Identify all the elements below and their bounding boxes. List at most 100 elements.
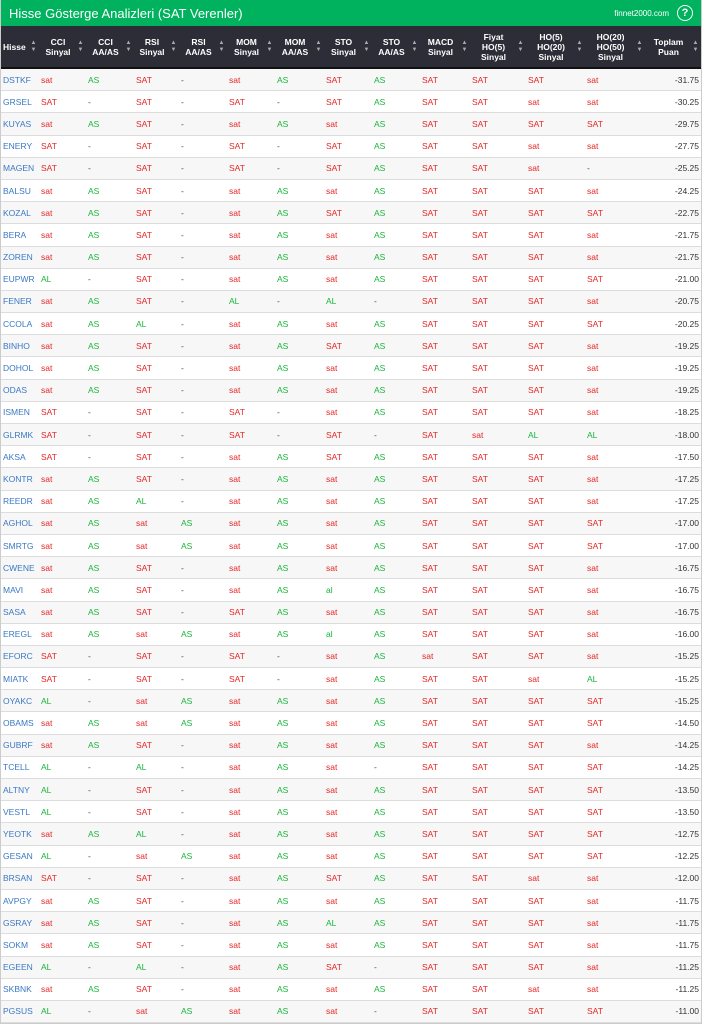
ticker-link[interactable]: KOZAL [1, 201, 39, 225]
sort-icon[interactable]: ▲ ▼ [411, 40, 418, 54]
ticker-link[interactable]: FENER [1, 290, 39, 314]
table-row[interactable]: ODAS sat AS SAT - sat AS sat AS SAT SAT SAT sat -19.2… [1, 379, 701, 402]
ticker-link[interactable]: AVPGY [1, 889, 39, 913]
sort-icon[interactable]: ▲ ▼ [692, 40, 699, 54]
table-row[interactable]: EFORC SAT - SAT - SAT - sat AS sat SAT SAT sat -15.25 [1, 645, 701, 669]
sort-icon[interactable]: ▲ ▼ [517, 40, 524, 54]
ticker-link[interactable]: BINHO [1, 334, 39, 358]
table-row[interactable]: VESTL AL - SAT - sat AS sat AS SAT SAT SAT SAT -13.50 [1, 800, 701, 824]
ticker-link[interactable]: GLRMK [1, 423, 39, 447]
sort-up-icon[interactable]: ▲ [125, 39, 132, 46]
sort-down-icon[interactable]: ▼ [363, 46, 370, 53]
ticker-link[interactable]: GSRAY [1, 911, 39, 935]
ticker-link[interactable]: SASA [1, 601, 39, 624]
ticker-link[interactable]: MAGEN [1, 157, 39, 180]
column-header-rsi-sinyal[interactable]: RSI Sinyal ▲ ▼ [134, 26, 179, 69]
ticker-link[interactable]: CWENE [1, 556, 39, 580]
sort-icon[interactable]: ▲ ▼ [77, 40, 84, 54]
table-row[interactable]: BINHO sat AS SAT - sat AS SAT AS SAT SAT SAT sat -19.… [1, 334, 701, 358]
sort-down-icon[interactable]: ▼ [77, 46, 84, 53]
ticker-link[interactable]: EREGL [1, 623, 39, 646]
ticker-link[interactable]: SKBNK [1, 978, 39, 1001]
sort-down-icon[interactable]: ▼ [30, 46, 37, 53]
sort-down-icon[interactable]: ▼ [461, 46, 468, 53]
sort-down-icon[interactable]: ▼ [636, 46, 643, 53]
ticker-link[interactable]: REEDR [1, 490, 39, 513]
table-row[interactable]: CWENE sat AS SAT - sat AS sat AS SAT SAT SAT sat -16.… [1, 556, 701, 580]
ticker-link[interactable]: CCOLA [1, 312, 39, 336]
sort-icon[interactable]: ▲ ▼ [576, 40, 583, 54]
sort-up-icon[interactable]: ▲ [363, 39, 370, 46]
sort-up-icon[interactable]: ▲ [461, 39, 468, 46]
table-row[interactable]: ZOREN sat AS SAT - sat AS sat AS SAT SAT SAT sat -21.… [1, 246, 701, 269]
table-row[interactable]: EGEEN AL - AL - sat AS SAT - SAT SAT SAT sat -11.25 [1, 956, 701, 979]
sort-down-icon[interactable]: ▼ [576, 46, 583, 53]
ticker-link[interactable]: EFORC [1, 645, 39, 669]
table-row[interactable]: OBAMS sat AS sat AS sat AS sat AS SAT SAT SAT SAT -14… [1, 711, 701, 735]
table-row[interactable]: SMRTG sat AS sat AS sat AS sat AS SAT SAT SAT SAT -17… [1, 534, 701, 558]
ticker-link[interactable]: SOKM [1, 933, 39, 957]
sort-up-icon[interactable]: ▲ [266, 39, 273, 46]
column-header-cci-aa-as[interactable]: CCI AA/AS ▲ ▼ [86, 26, 134, 69]
ticker-link[interactable]: BERA [1, 223, 39, 247]
column-header-fiyat-ho5-sinyal[interactable]: Fiyat HO(5) Sinyal ▲ ▼ [470, 26, 526, 69]
table-row[interactable]: AKSA SAT - SAT - sat AS SAT AS SAT SAT SAT sat -17.50 [1, 445, 701, 469]
sort-icon[interactable]: ▲ ▼ [636, 40, 643, 54]
sort-icon[interactable]: ▲ ▼ [461, 40, 468, 54]
table-row[interactable]: ALTNY AL - SAT - sat AS sat AS SAT SAT SAT SAT -13.50 [1, 778, 701, 802]
table-row[interactable]: GUBRF sat AS SAT - sat AS sat AS SAT SAT SAT sat -14.… [1, 734, 701, 757]
ticker-link[interactable]: GESAN [1, 845, 39, 868]
table-row[interactable]: GESAN AL - sat AS sat AS sat AS SAT SAT SAT SAT -12.2… [1, 845, 701, 868]
ticker-link[interactable]: OYAKC [1, 689, 39, 713]
ticker-link[interactable]: MIATK [1, 667, 39, 691]
table-row[interactable]: CCOLA sat AS AL - sat AS sat AS SAT SAT SAT SAT -20.2… [1, 312, 701, 336]
table-row[interactable]: REEDR sat AS AL - sat AS sat AS SAT SAT SAT sat -17.2… [1, 490, 701, 513]
ticker-link[interactable]: PGSUS [1, 1000, 39, 1024]
sort-up-icon[interactable]: ▲ [77, 39, 84, 46]
sort-down-icon[interactable]: ▼ [266, 46, 273, 53]
column-header-cci-sinyal[interactable]: CCI Sinyal ▲ ▼ [39, 26, 86, 69]
ticker-link[interactable]: GRSEL [1, 90, 39, 114]
ticker-link[interactable]: GUBRF [1, 734, 39, 757]
ticker-link[interactable]: AKSA [1, 445, 39, 469]
table-row[interactable]: OYAKC AL - sat AS sat AS sat AS SAT SAT SAT SAT -15.2… [1, 689, 701, 713]
table-row[interactable]: MIATK SAT - SAT - SAT - sat AS SAT SAT sat AL -15.25 [1, 667, 701, 691]
help-icon[interactable]: ? [677, 5, 693, 21]
table-row[interactable]: TCELL AL - AL - sat AS sat - SAT SAT SAT SAT -14.25 [1, 756, 701, 780]
sort-up-icon[interactable]: ▲ [636, 39, 643, 46]
table-row[interactable]: MAGEN SAT - SAT - SAT - SAT AS SAT SAT sat - -25.25 [1, 157, 701, 180]
sort-icon[interactable]: ▲ ▼ [218, 40, 225, 54]
ticker-link[interactable]: TCELL [1, 756, 39, 780]
table-row[interactable]: EREGL sat AS sat AS sat AS al AS SAT SAT SAT sat -16.… [1, 623, 701, 646]
ticker-link[interactable]: ZOREN [1, 246, 39, 269]
ticker-link[interactable]: ALTNY [1, 778, 39, 802]
table-row[interactable]: BRSAN SAT - SAT - sat AS SAT AS SAT SAT sat sat -12.0… [1, 867, 701, 890]
ticker-link[interactable]: OBAMS [1, 711, 39, 735]
column-header-ho5-ho20-sinyal[interactable]: HO(5) HO(20) Sinyal ▲ ▼ [526, 26, 585, 69]
ticker-link[interactable]: DOHOL [1, 356, 39, 380]
table-row[interactable]: SKBNK sat AS SAT - sat AS sat AS SAT SAT sat sat -11.… [1, 978, 701, 1001]
sort-up-icon[interactable]: ▲ [411, 39, 418, 46]
ticker-link[interactable]: ODAS [1, 379, 39, 402]
ticker-link[interactable]: MAVI [1, 578, 39, 602]
ticker-link[interactable]: YEOTK [1, 822, 39, 846]
table-row[interactable]: ISMEN SAT - SAT - SAT - sat AS SAT SAT SAT sat -18.25 [1, 401, 701, 425]
table-row[interactable]: MAVI sat AS SAT - sat AS al AS SAT SAT SAT sat -16.75 [1, 578, 701, 602]
table-row[interactable]: EUPWR AL - SAT - sat AS sat AS SAT SAT SAT SAT -21.00 [1, 268, 701, 291]
sort-icon[interactable]: ▲ ▼ [125, 40, 132, 54]
sort-icon[interactable]: ▲ ▼ [30, 40, 37, 54]
sort-icon[interactable]: ▲ ▼ [170, 40, 177, 54]
ticker-link[interactable]: SMRTG [1, 534, 39, 558]
column-header-sto-aa-as[interactable]: STO AA/AS ▲ ▼ [372, 26, 420, 69]
site-link[interactable]: finnet2000.com [614, 8, 669, 18]
ticker-link[interactable]: EGEEN [1, 956, 39, 979]
sort-down-icon[interactable]: ▼ [125, 46, 132, 53]
ticker-link[interactable]: ISMEN [1, 401, 39, 425]
column-header-toplam-puan[interactable]: Toplam Puan ▲ ▼ [645, 26, 701, 69]
sort-icon[interactable]: ▲ ▼ [363, 40, 370, 54]
column-header-macd-sinyal[interactable]: MACD Sinyal ▲ ▼ [420, 26, 470, 69]
sort-icon[interactable]: ▲ ▼ [266, 40, 273, 54]
ticker-link[interactable]: AGHOL [1, 512, 39, 535]
ticker-link[interactable]: ENERY [1, 135, 39, 158]
table-row[interactable]: GSRAY sat AS SAT - sat AS AL AS SAT SAT SAT sat -11.7… [1, 911, 701, 935]
